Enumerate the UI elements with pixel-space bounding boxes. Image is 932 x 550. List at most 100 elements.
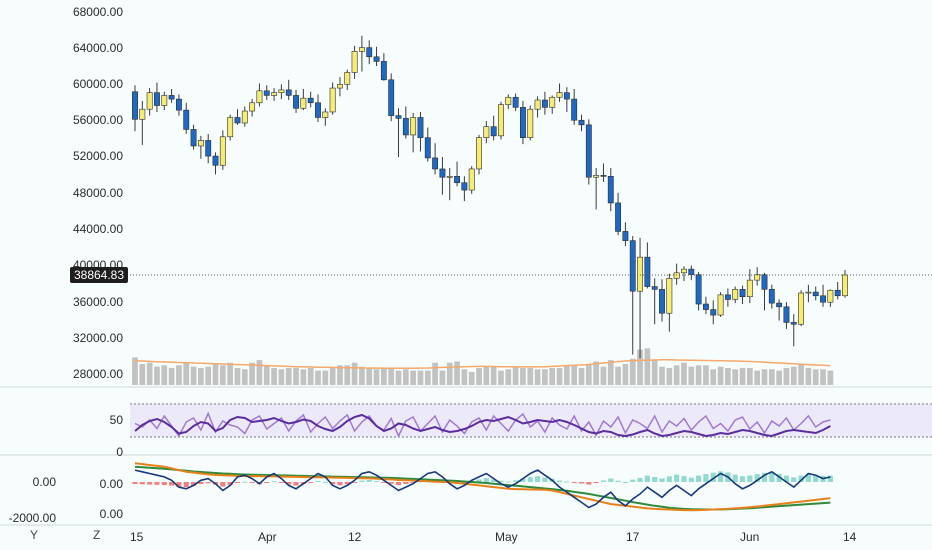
- macd-histogram-bar: [220, 482, 226, 487]
- volume-bar: [783, 367, 790, 385]
- candle-body: [556, 92, 563, 98]
- macd-tick: 0.00: [100, 477, 124, 491]
- volume-bar: [732, 369, 739, 385]
- macd-histogram-bar: [527, 477, 533, 482]
- volume-bar: [498, 370, 504, 385]
- volume-bar: [388, 367, 395, 385]
- candle-body: [651, 286, 658, 290]
- macd-histogram-bar: [366, 480, 372, 482]
- volume-bar: [373, 369, 380, 385]
- volume-bar: [564, 365, 570, 385]
- candle-body: [527, 108, 534, 138]
- volume-bar: [146, 362, 153, 385]
- volume-ma-line: [134, 359, 831, 369]
- volume-bar: [154, 366, 160, 385]
- candle-body: [644, 256, 651, 287]
- macd-histogram-bar: [586, 482, 592, 485]
- macd-histogram-bar: [176, 482, 182, 488]
- volume-bar: [381, 367, 387, 385]
- candle-body: [190, 129, 197, 147]
- volume-bar: [307, 367, 314, 385]
- candle-body: [358, 47, 365, 52]
- macd-histogram-bar: [813, 474, 819, 482]
- x-tick: Jun: [740, 530, 759, 544]
- macd-histogram-bar: [264, 482, 270, 483]
- candle-body: [761, 274, 768, 290]
- macd-tick: 0.00: [33, 475, 57, 489]
- macd-histogram-bar: [652, 477, 658, 482]
- macd-histogram-bar: [791, 477, 797, 482]
- macd-histogram-bar: [271, 481, 277, 483]
- volume-bar: [271, 367, 277, 385]
- volume-bar: [483, 366, 490, 385]
- rsi-slow-line: [134, 413, 831, 438]
- volume-bar: [424, 370, 431, 385]
- candle-body: [183, 109, 190, 130]
- candle-body: [439, 168, 446, 178]
- volume-bar: [241, 369, 248, 385]
- macd-histogram-bar: [696, 475, 702, 482]
- candle-body: [798, 292, 805, 325]
- volume-bar: [139, 364, 146, 385]
- volume-bar: [520, 367, 526, 385]
- candle-body: [256, 90, 263, 104]
- candle-body: [629, 240, 636, 292]
- volume-bar: [249, 362, 255, 385]
- candle-body: [768, 289, 775, 304]
- macd-histogram-bar: [498, 480, 504, 482]
- volume-bar: [542, 369, 548, 385]
- price-axis: 68000.00 64000.00 60000.00 56000.00 5200…: [73, 5, 123, 381]
- volume-bar: [337, 365, 343, 385]
- candle-body: [820, 295, 826, 303]
- candle-body: [234, 117, 241, 124]
- macd-histogram-bar: [315, 480, 321, 482]
- candle-body: [175, 98, 182, 111]
- candle-body: [300, 97, 307, 109]
- volume-bar: [454, 361, 460, 385]
- candle-body: [637, 256, 643, 292]
- macd-histogram-bar: [381, 482, 387, 483]
- candle-body: [344, 72, 351, 85]
- candle-body: [388, 79, 395, 116]
- candle-body: [402, 118, 409, 136]
- volume-bar: [410, 370, 416, 385]
- macd-histogram-bar: [161, 482, 167, 486]
- price-tick: 60000.00: [73, 77, 123, 91]
- candle-body: [724, 294, 731, 300]
- volume-bar: [476, 367, 482, 385]
- z-axis-button[interactable]: Z: [93, 528, 101, 542]
- volume-bar: [666, 367, 673, 385]
- candle-body: [593, 175, 600, 178]
- price-tick: 68000.00: [73, 5, 123, 19]
- macd-histogram-bar: [359, 480, 365, 482]
- macd-histogram-bar: [505, 481, 511, 483]
- price-tick: 52000.00: [73, 149, 123, 163]
- macd-histogram-bar: [388, 482, 394, 484]
- volume-bar: [198, 367, 204, 385]
- volume-bar: [285, 367, 292, 385]
- candle-body: [512, 96, 519, 108]
- macd-histogram-bar: [169, 482, 175, 486]
- candle-body: [366, 47, 373, 58]
- volume-bar: [827, 370, 834, 385]
- macd-histogram-bar: [308, 482, 314, 483]
- candle-body: [241, 110, 248, 124]
- candle-body: [461, 182, 468, 191]
- macd-histogram-bar: [827, 475, 833, 482]
- price-tick: 28000.00: [73, 367, 123, 381]
- macd-histogram-bar: [542, 477, 548, 482]
- volume-bar: [161, 365, 168, 385]
- macd-histogram-bar: [330, 482, 336, 485]
- volume-bar: [571, 365, 578, 385]
- candle-body: [585, 124, 592, 178]
- macd-histogram-bar: [227, 482, 233, 485]
- y-axis-button[interactable]: Y: [30, 528, 39, 542]
- candle-body: [380, 61, 387, 81]
- candle-body: [285, 89, 292, 96]
- macd-histogram-bar: [769, 472, 775, 482]
- rsi-tick: 0: [116, 445, 123, 459]
- price-tick: 32000.00: [73, 331, 123, 345]
- volume-bar: [798, 364, 804, 385]
- volume-bar: [461, 369, 468, 385]
- candle-body: [263, 90, 270, 96]
